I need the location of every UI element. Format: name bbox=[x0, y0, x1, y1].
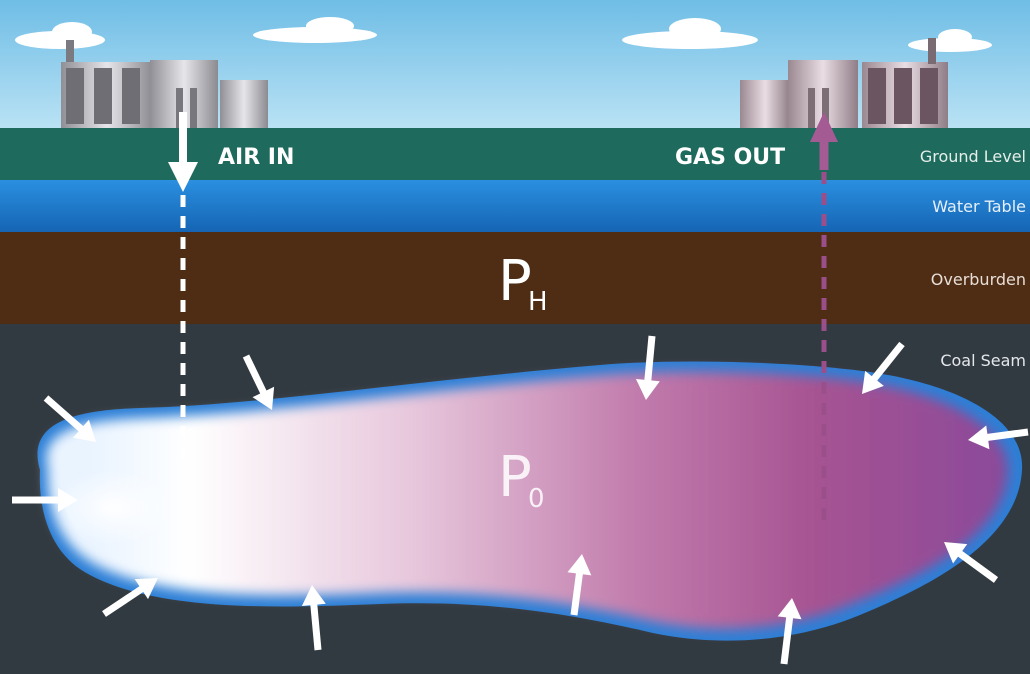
pressure-arrow-icon bbox=[301, 585, 326, 651]
pressure-arrow-icon bbox=[43, 395, 96, 442]
outlet-plant-icon bbox=[740, 38, 948, 128]
overburden-layer bbox=[0, 232, 1030, 324]
hydrostatic-pressure-label: P H bbox=[498, 249, 548, 317]
pressure-arrow-icon bbox=[862, 341, 905, 394]
pressure-arrow-icon bbox=[635, 335, 660, 400]
cloud-icon bbox=[622, 18, 758, 49]
gas-out-label: GAS OUT bbox=[675, 145, 785, 170]
pressure-arrow-icon bbox=[944, 542, 999, 583]
cloud-icon bbox=[15, 22, 105, 49]
water-table-layer bbox=[0, 180, 1030, 232]
inlet-plant-icon bbox=[61, 40, 268, 128]
gasification-cavity bbox=[37, 361, 1023, 641]
pressure-arrows bbox=[12, 335, 1029, 665]
ground-level-layer bbox=[0, 128, 1030, 180]
cavity-pressure-symbol: P bbox=[498, 445, 532, 510]
coal-seam-label: Coal Seam bbox=[940, 351, 1026, 370]
hydrostatic-pressure-symbol: P bbox=[498, 249, 532, 314]
pressure-arrow-icon bbox=[102, 578, 158, 617]
cavity-pressure-label: P 0 bbox=[498, 445, 545, 514]
overburden-label: Overburden bbox=[931, 270, 1026, 289]
pressure-arrow-icon bbox=[12, 488, 78, 512]
pressure-arrow-icon bbox=[777, 598, 802, 665]
ground-level-label: Ground Level bbox=[920, 147, 1026, 166]
air-in-label: AIR IN bbox=[218, 145, 294, 170]
hydrostatic-pressure-subscript: H bbox=[528, 287, 548, 317]
pressure-arrow-icon bbox=[968, 425, 1029, 450]
gas-production-arrow bbox=[810, 112, 838, 520]
air-injection-arrow bbox=[168, 112, 198, 462]
water-table-label: Water Table bbox=[932, 197, 1026, 216]
cloud-icon bbox=[253, 17, 377, 43]
cavity-pressure-subscript: 0 bbox=[528, 484, 545, 514]
pressure-arrow-icon bbox=[567, 554, 592, 616]
pressure-arrow-icon bbox=[242, 354, 275, 410]
